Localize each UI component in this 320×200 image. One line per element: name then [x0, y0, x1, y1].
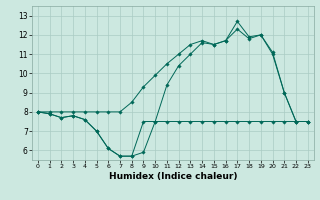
X-axis label: Humidex (Indice chaleur): Humidex (Indice chaleur)	[108, 172, 237, 181]
